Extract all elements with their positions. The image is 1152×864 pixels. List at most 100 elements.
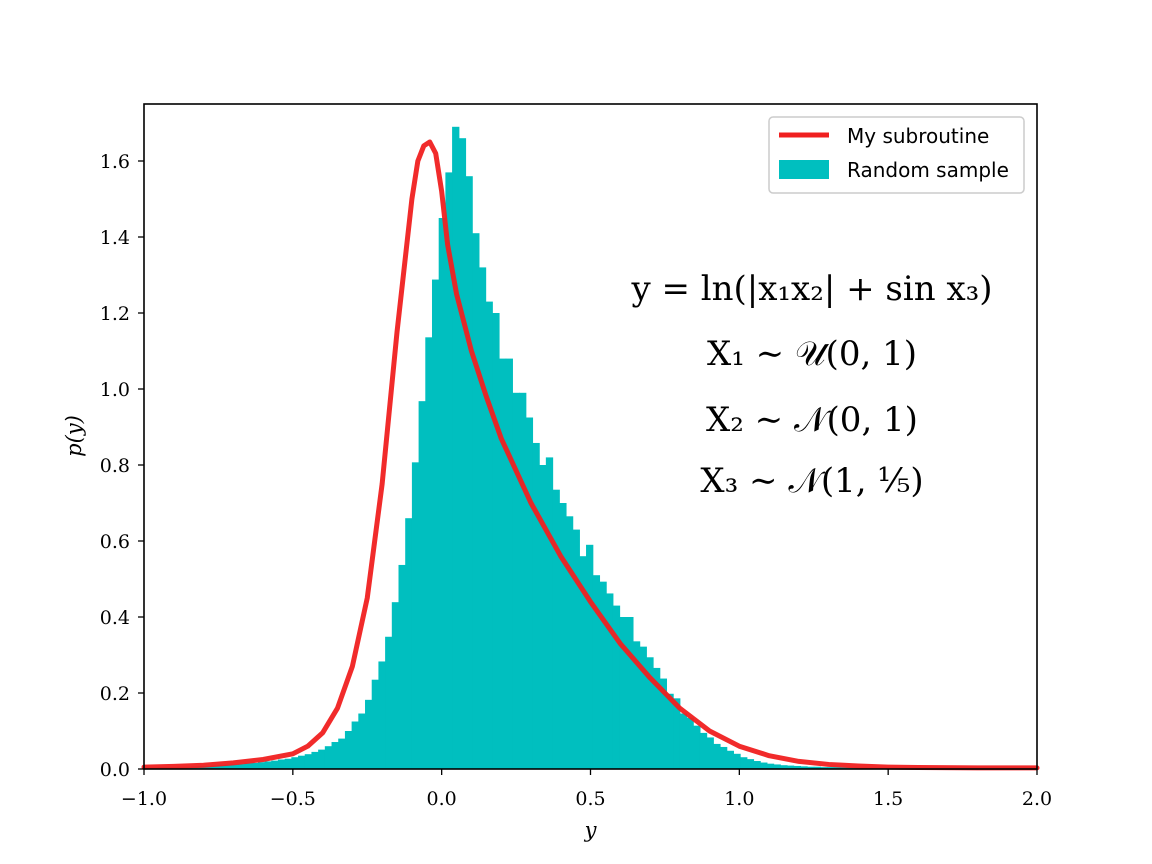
histogram-bar	[445, 172, 453, 769]
histogram-bar	[800, 766, 808, 769]
histogram-bar	[699, 732, 708, 769]
x-tick-label: 2.0	[1022, 788, 1052, 810]
histogram-bar	[492, 313, 500, 769]
legend: My subroutine Random sample	[768, 116, 1025, 194]
histogram-bar	[579, 556, 587, 769]
histogram-bar	[425, 337, 433, 769]
histogram-bar	[773, 764, 781, 769]
histogram-bar	[324, 746, 333, 769]
histogram-bar	[217, 765, 225, 769]
histogram-bar	[833, 767, 842, 769]
histogram-bars	[144, 126, 1036, 770]
histogram-bar	[659, 678, 668, 769]
histogram-bar	[733, 753, 741, 769]
histogram-bar	[793, 765, 801, 769]
x-axis: −1.0 −0.5 0.0 0.5 1.0 1.5 2.0	[121, 769, 1052, 810]
histogram-bar	[545, 457, 554, 769]
histogram-bar	[827, 767, 835, 769]
histogram-bar	[626, 617, 634, 769]
y-tick-label: 1.6	[100, 151, 130, 173]
histogram-bar	[204, 765, 212, 769]
histogram-bar	[244, 763, 252, 769]
histogram-bar	[666, 693, 674, 769]
histogram-bar	[251, 762, 259, 769]
histogram-bar	[786, 765, 795, 769]
histogram-bar	[512, 392, 520, 769]
x-tick-label: −0.5	[270, 788, 316, 810]
histogram-bar	[405, 518, 413, 769]
histogram-bar	[210, 765, 219, 769]
histogram-bar	[365, 699, 373, 769]
y-tick-label: 0.0	[100, 759, 130, 781]
annotation-x2: X₂ ∼ 𝒩(0, 1)	[706, 400, 918, 440]
y-tick-label: 0.4	[100, 607, 130, 629]
histogram-bar	[304, 754, 313, 769]
histogram-bar	[592, 575, 601, 769]
histogram-bar	[398, 564, 406, 769]
histogram-bar	[438, 218, 446, 769]
histogram-bar	[478, 267, 487, 769]
annotation-equation: y = ln(|x₁x₂| + sin x₃)	[630, 269, 992, 309]
histogram-bar	[612, 605, 621, 769]
x-tick-label: −1.0	[121, 788, 167, 810]
histogram-bar	[411, 462, 420, 769]
histogram-bar	[686, 717, 694, 769]
histogram-bar	[619, 617, 627, 769]
histogram-bar	[599, 581, 607, 769]
histogram-bar	[726, 750, 734, 769]
legend-swatch-random-sample	[779, 160, 829, 179]
series-line-my-subroutine	[141, 139, 1040, 771]
histogram-bar	[485, 301, 493, 769]
histogram-bar	[653, 667, 661, 769]
histogram-bar	[525, 417, 534, 769]
histogram-bar	[311, 751, 319, 769]
histogram-bar	[646, 657, 654, 769]
y-tick-label: 1.0	[100, 379, 130, 401]
histogram-bar	[813, 766, 822, 769]
y-tick-label: 1.2	[100, 303, 130, 325]
annotation-block: y = ln(|x₁x₂| + sin x₃) X₁ ∼ 𝒰(0, 1) X₂ …	[630, 269, 992, 501]
histogram-bar	[780, 765, 788, 769]
annotation-x1: X₁ ∼ 𝒰(0, 1)	[707, 334, 917, 374]
histogram-bar	[298, 755, 306, 769]
histogram-bar	[807, 766, 815, 769]
histogram-bar	[378, 661, 386, 769]
histogram-bar	[559, 503, 567, 769]
histogram-bar	[760, 762, 768, 769]
histogram-bar	[318, 749, 326, 769]
x-axis-label: y	[584, 818, 598, 842]
histogram-bar	[291, 757, 299, 769]
histogram-bar	[632, 641, 641, 769]
histogram-bar	[820, 767, 828, 769]
histogram-bar	[385, 636, 393, 769]
histogram-bar	[586, 544, 594, 769]
legend-label-random-sample: Random sample	[847, 158, 1009, 182]
histogram-bar	[719, 746, 728, 769]
histogram-bar	[452, 126, 460, 770]
histogram-bar	[224, 764, 232, 769]
histogram-bar	[606, 593, 614, 769]
y-tick-label: 0.6	[100, 531, 130, 553]
y-tick-label: 1.4	[100, 227, 130, 249]
histogram-bar	[639, 646, 647, 769]
histogram-bar	[706, 737, 714, 769]
histogram-bar	[418, 401, 426, 769]
x-tick-label: 0.5	[575, 788, 605, 810]
histogram-bar	[257, 762, 266, 769]
histogram-bar	[753, 761, 761, 769]
x-tick-label: 1.5	[873, 788, 903, 810]
histogram-bar	[713, 743, 721, 769]
histogram-bar	[519, 392, 527, 769]
histogram-bar	[472, 233, 480, 769]
y-tick-label: 0.8	[100, 455, 130, 477]
histogram-bar	[505, 358, 513, 769]
histogram-bar	[465, 176, 473, 769]
histogram-bar	[532, 442, 540, 769]
histogram-bar	[264, 761, 272, 769]
histogram-bar	[231, 764, 239, 769]
histogram-bar	[391, 602, 400, 769]
histogram-bar	[284, 758, 292, 769]
histogram-bar	[693, 725, 701, 769]
histogram-bar	[572, 529, 580, 769]
